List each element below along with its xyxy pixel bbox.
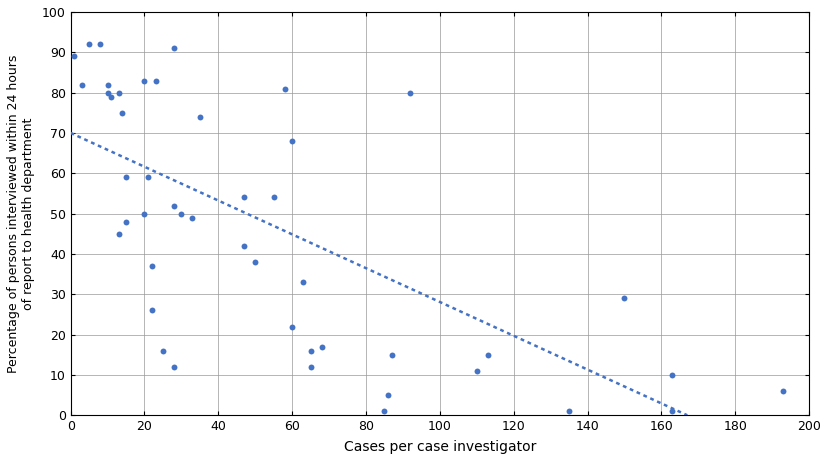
Point <box>248 258 261 266</box>
Point <box>83 41 96 48</box>
Point <box>267 194 280 201</box>
Point <box>112 89 125 96</box>
Point <box>304 347 317 355</box>
Point <box>193 113 206 120</box>
Point <box>101 89 114 96</box>
Point <box>381 391 394 399</box>
Y-axis label: Percentage of persons interviewed within 24 hours
of report to health department: Percentage of persons interviewed within… <box>7 54 35 373</box>
Point <box>167 45 180 52</box>
Point <box>315 343 328 350</box>
Point <box>116 109 129 117</box>
Point <box>278 85 291 92</box>
Point <box>385 351 398 359</box>
X-axis label: Cases per case investigator: Cases per case investigator <box>343 440 535 454</box>
Point <box>617 295 630 302</box>
Point <box>665 408 678 415</box>
Point <box>104 93 117 100</box>
Point <box>141 174 155 181</box>
Point <box>185 214 198 221</box>
Point <box>237 242 251 249</box>
Point <box>167 202 180 209</box>
Point <box>145 262 158 270</box>
Point <box>167 363 180 371</box>
Point <box>377 408 390 415</box>
Point <box>68 53 81 60</box>
Point <box>665 371 678 378</box>
Point <box>137 77 151 84</box>
Point <box>404 89 417 96</box>
Point <box>145 307 158 314</box>
Point <box>75 81 88 88</box>
Point <box>480 351 494 359</box>
Point <box>149 77 162 84</box>
Point <box>285 137 299 145</box>
Point <box>562 408 575 415</box>
Point <box>304 363 317 371</box>
Point <box>237 194 251 201</box>
Point <box>470 367 483 375</box>
Point <box>137 210 151 217</box>
Point <box>101 81 114 88</box>
Point <box>285 323 299 330</box>
Point <box>776 387 789 395</box>
Point <box>119 174 132 181</box>
Point <box>156 347 170 355</box>
Point <box>119 218 132 225</box>
Point <box>296 278 309 286</box>
Point <box>174 210 188 217</box>
Point <box>112 230 125 237</box>
Point <box>93 41 107 48</box>
